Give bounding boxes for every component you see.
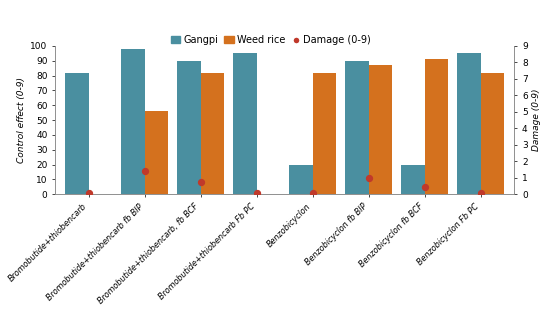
Bar (201, 73, 224, 194)
Bar (289, 165, 313, 194)
Point (196, 179, 205, 184)
Bar (401, 165, 425, 194)
Point (420, 184, 429, 189)
Bar (457, 53, 481, 194)
Bar (368, 65, 392, 194)
Bar (345, 61, 368, 194)
Bar (145, 111, 168, 194)
Bar (481, 73, 504, 194)
Point (84, 191, 93, 196)
Y-axis label: Damage (0-9): Damage (0-9) (532, 89, 541, 151)
Bar (313, 73, 336, 194)
Bar (65, 73, 89, 194)
Bar (233, 53, 257, 194)
Point (252, 191, 261, 196)
Point (141, 169, 149, 174)
Bar (425, 59, 448, 194)
Point (308, 191, 317, 196)
Point (476, 191, 485, 196)
Legend: Gangpi, Weed rice, Damage (0-9): Gangpi, Weed rice, Damage (0-9) (167, 31, 375, 49)
Bar (121, 49, 145, 194)
Y-axis label: Control effect (0-9): Control effect (0-9) (17, 77, 26, 163)
Bar (177, 61, 201, 194)
Point (364, 175, 373, 180)
